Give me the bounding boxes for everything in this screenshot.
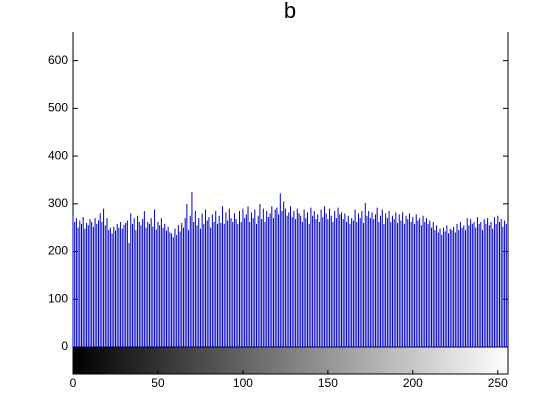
y-tick-label: 100 bbox=[48, 291, 68, 305]
x-tick-label: 200 bbox=[403, 376, 423, 390]
x-tick-label: 150 bbox=[318, 376, 338, 390]
y-tick-label: 300 bbox=[48, 196, 68, 210]
y-tick-label: 200 bbox=[48, 244, 68, 258]
x-tick-label: 50 bbox=[151, 376, 165, 390]
y-tick-label: 0 bbox=[61, 339, 68, 353]
y-tick-label: 500 bbox=[48, 101, 68, 115]
y-tick-label: 400 bbox=[48, 148, 68, 162]
x-tick-label: 0 bbox=[70, 376, 77, 390]
y-tick-label: 600 bbox=[48, 53, 68, 67]
x-tick-label: 250 bbox=[488, 376, 508, 390]
chart-title: b bbox=[284, 0, 296, 23]
x-tick-label: 100 bbox=[233, 376, 253, 390]
gray-scale-bar bbox=[73, 347, 508, 374]
